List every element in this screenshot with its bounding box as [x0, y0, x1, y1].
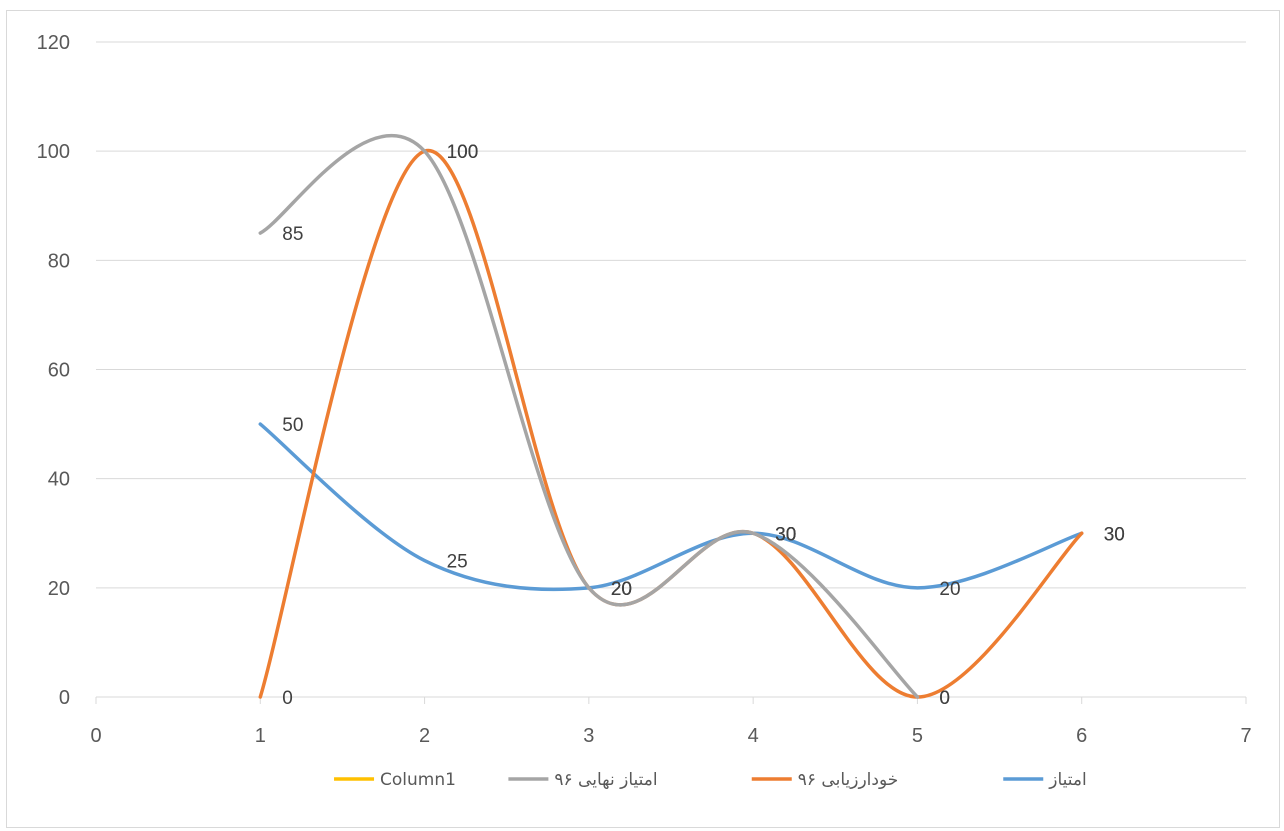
y-tick-label: 80: [48, 250, 70, 272]
legend: امتیاز خودارزیابی ۹۶ امتیاز نهایی ۹۶ Column…: [334, 770, 1087, 790]
data-label: 20: [611, 579, 632, 600]
x-tick-label: 2: [419, 725, 430, 747]
data-label: 85: [282, 224, 303, 245]
y-tick-label: 60: [48, 360, 70, 382]
series-line-1: [258, 149, 1084, 699]
y-tick-label: 120: [37, 32, 70, 54]
x-tick-label: 6: [1076, 725, 1087, 747]
data-label: 25: [447, 552, 468, 573]
data-label: 30: [775, 524, 796, 545]
x-tick-label: 0: [90, 725, 101, 747]
x-tick-label: 4: [748, 725, 759, 747]
x-tick-label: 3: [583, 725, 594, 747]
legend-label: امتیاز: [1048, 770, 1086, 790]
legend-item-3: Column1: [334, 770, 456, 790]
data-label: 30: [775, 524, 796, 545]
x-axis-ticks: 0 1 2 3 4 5 6 7: [90, 697, 1252, 747]
legend-item-1: خودارزیابی ۹۶: [751, 770, 899, 790]
y-tick-label: 40: [48, 469, 70, 491]
data-label: 100: [447, 142, 479, 163]
data-label: 20: [611, 579, 632, 600]
legend-label: امتیاز نهایی ۹۶: [554, 770, 657, 790]
data-label: 0: [939, 688, 950, 709]
data-label: 30: [1104, 524, 1125, 545]
legend-label: Column1: [380, 770, 456, 790]
gridlines: [96, 41, 1246, 698]
data-label: 30: [775, 524, 796, 545]
y-tick-label: 20: [48, 578, 70, 600]
y-axis-ticks: 0 20 40 60 80 100 120: [37, 32, 70, 709]
data-label: 0: [282, 688, 293, 709]
y-tick-label: 100: [37, 141, 70, 163]
legend-item-0: امتیاز: [1003, 770, 1087, 790]
data-label: 50: [282, 415, 303, 436]
data-label: 20: [939, 579, 960, 600]
series-line-0: [258, 422, 1084, 592]
chart-frame: [6, 10, 1280, 828]
data-label: 20: [611, 579, 632, 600]
data-label: 0: [939, 688, 950, 709]
x-tick-label: 7: [1240, 725, 1251, 747]
legend-item-2: امتیاز نهایی ۹۶: [508, 770, 658, 790]
series-line-2: [258, 133, 920, 699]
legend-label: خودارزیابی ۹۶: [798, 770, 899, 790]
series-lines: [258, 133, 1084, 699]
y-tick-label: 0: [59, 687, 70, 709]
x-tick-label: 1: [255, 725, 266, 747]
data-label: 30: [1104, 524, 1125, 545]
x-tick-label: 5: [912, 725, 923, 747]
data-label: 100: [447, 142, 479, 163]
